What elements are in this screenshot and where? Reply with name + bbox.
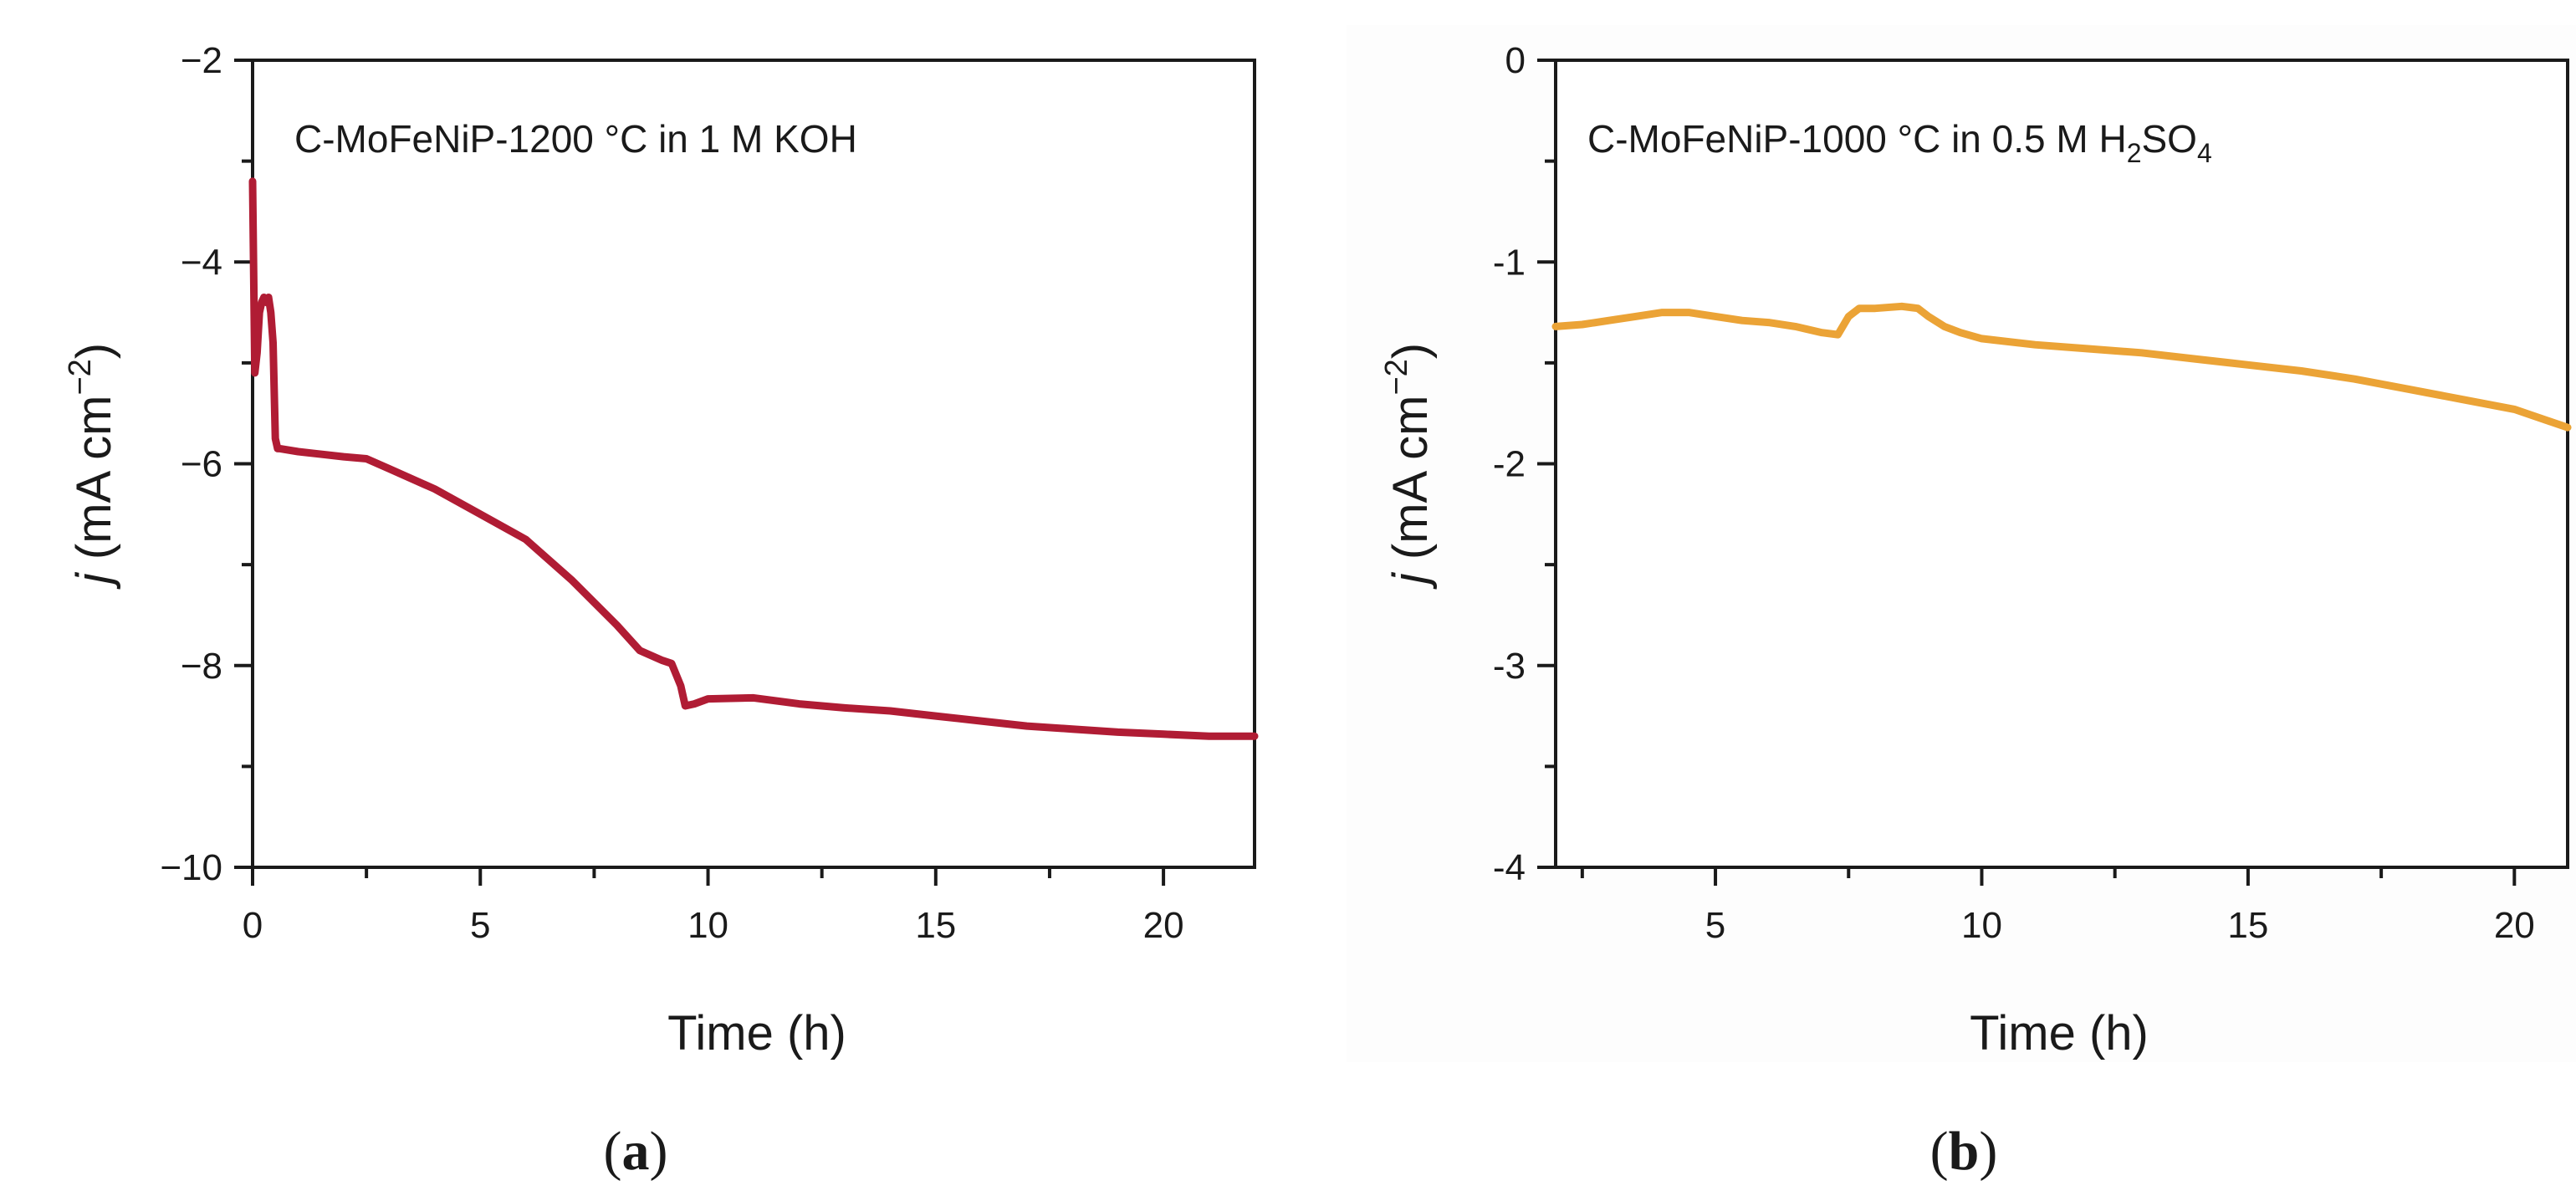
panel-a-x-tick-label: 0 [243,905,263,946]
panel-a-annotation: C-MoFeNiP-1200 °C in 1 M KOH [294,117,857,161]
panel-a-x-tick-label: 10 [687,905,728,946]
panel-b-y-ticks: -4 -3 -2 -1 0 [1493,40,1556,888]
panel-b-annotation-sub1: 2 [2127,138,2142,168]
panel-a-y-tick-label: −4 [181,242,222,283]
panel-a-y-axis-label: j (mA cm−2) [63,343,121,590]
panel-b-y-label-exponent: −2 [1379,359,1414,395]
panel-b-y-label-units: (mA cm [1383,396,1438,574]
panel-b-y-tick-label: 0 [1505,40,1526,81]
panel-a-y-label-exponent: −2 [63,359,98,395]
panel-b-series-line [1551,302,2572,432]
panel-b-y-tick-label: -4 [1493,847,1526,888]
panel-b-caption: (b) [1930,1121,1998,1182]
panel-a-y-tick-label: −8 [181,646,222,687]
panel-b-annotation-main: C-MoFeNiP-1000 °C in 0.5 M H [1587,117,2127,161]
panel-b-annotation: C-MoFeNiP-1000 °C in 0.5 M H2SO4 [1587,117,2212,168]
panel-a-x-axis-label: Time (h) [667,1006,846,1061]
panel-b-y-tick-label: -2 [1493,444,1526,485]
panel-b-y-tick-label: -3 [1493,646,1526,687]
panel-b-x-tick-label: 15 [2227,905,2268,946]
panel-a-x-tick-label: 20 [1143,905,1184,946]
panel-b-annotation-sub2: 4 [2197,138,2212,168]
panel-a-y-tick-label: −10 [160,847,222,888]
panel-b-x-tick-label: 10 [1961,905,2002,946]
panel-b-y-label-close: ) [1383,343,1438,359]
panel-a-y-tick-label: −2 [181,40,222,81]
panel-a-caption: (a) [604,1121,668,1182]
panel-b-x-tick-label: 5 [1705,905,1725,946]
panel-a: −10 −8 −6 −4 −2 0 5 10 15 20 C-MoFeNiP-1200 °C i… [63,40,1259,1182]
panel-a-y-label-close: ) [67,343,121,359]
panel-b-y-tick-label: -1 [1493,242,1526,283]
panel-a-y-ticks: −10 −8 −6 −4 −2 [160,40,253,888]
panel-a-y-tick-label: −6 [181,444,222,485]
panel-a-x-tick-label: 15 [915,905,956,946]
panel-b-caption-letter: b [1949,1121,1980,1182]
panel-a-caption-letter: a [622,1121,650,1182]
panel-a-x-ticks: 0 5 10 15 20 [243,867,1184,946]
panel-a-series-line [248,177,1259,740]
panel-a-y-label-units: (mA cm [67,396,121,574]
panel-b-plot-frame [1554,59,2569,869]
panel-b-x-axis-label: Time (h) [1970,1006,2149,1061]
panel-b-x-ticks: 5 10 15 20 [1580,867,2535,946]
panel-b-annotation-mid: SO [2142,117,2197,161]
panel-a-plot-frame [251,59,1256,869]
panel-b: -4 -3 -2 -1 0 5 10 15 20 C-MoFeNiP-1000 °C in 0… [1347,25,2576,1182]
panel-a-x-tick-label: 5 [470,905,490,946]
panel-b-y-axis-label: j (mA cm−2) [1379,343,1438,590]
panel-b-x-tick-label: 20 [2494,905,2535,946]
